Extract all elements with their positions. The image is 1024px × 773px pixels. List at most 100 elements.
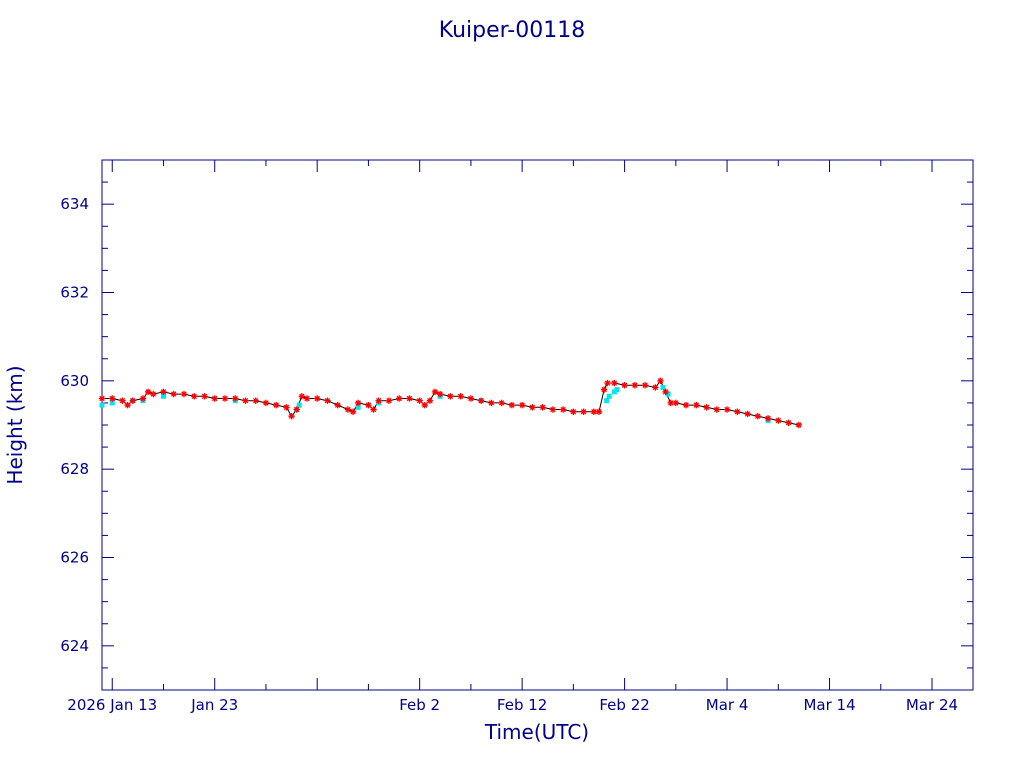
cyan-data-point: [606, 393, 612, 399]
star-marker: [590, 408, 598, 415]
star-marker-stroke: [222, 395, 228, 402]
star-marker: [604, 379, 611, 387]
x-axis-label: Time(UTC): [484, 720, 589, 744]
star-marker-stroke: [293, 406, 300, 413]
star-marker-stroke: [604, 380, 611, 386]
star-marker: [682, 401, 690, 409]
star-marker: [431, 388, 439, 396]
star-marker: [170, 390, 177, 398]
star-marker-stroke: [355, 400, 361, 406]
star-marker: [641, 382, 649, 389]
star-marker: [298, 393, 306, 400]
star-marker-stroke: [765, 415, 771, 422]
star-marker: [621, 382, 628, 389]
star-marker: [754, 412, 762, 420]
star-marker: [539, 404, 546, 411]
star-marker-stroke: [703, 404, 710, 411]
star-marker: [242, 397, 249, 404]
star-marker-stroke: [201, 393, 208, 400]
star-marker: [693, 401, 700, 409]
star-marker: [713, 406, 721, 413]
star-marker-stroke: [539, 404, 546, 411]
cyan-data-point: [355, 404, 361, 410]
star-marker: [303, 395, 311, 402]
star-marker: [488, 399, 495, 407]
star-marker: [334, 401, 341, 409]
star-marker: [288, 412, 295, 420]
star-marker: [529, 404, 536, 411]
y-tick-label: 632: [60, 284, 89, 302]
star-marker: [211, 395, 218, 402]
star-marker: [354, 399, 362, 407]
star-marker-stroke: [657, 378, 664, 384]
star-marker: [109, 395, 116, 402]
star-marker-stroke: [529, 404, 536, 411]
star-marker: [426, 397, 434, 404]
ticks-layer: 624 626 628 630 632 634 2026 Jan 13 Jan 23 Feb 2…: [60, 159, 973, 714]
star-marker-stroke: [406, 395, 413, 402]
star-marker: [775, 417, 782, 424]
chart-title: Kuiper-00118: [439, 18, 585, 43]
star-marker-stroke: [611, 380, 618, 386]
star-marker: [180, 390, 188, 398]
star-marker-stroke: [171, 391, 177, 397]
star-marker: [416, 397, 423, 404]
star-marker-stroke: [519, 402, 525, 408]
cyan-data-point: [614, 387, 620, 393]
star-marker-stroke: [416, 397, 423, 404]
star-marker-stroke: [334, 402, 341, 408]
star-marker-stroke: [591, 409, 597, 415]
star-marker: [549, 406, 557, 413]
star-marker-stroke: [457, 393, 464, 400]
star-marker-stroke: [570, 409, 577, 415]
cyan-data-point: [604, 398, 610, 404]
star-marker: [283, 404, 290, 411]
y-tick-label: 624: [60, 637, 89, 655]
star-marker-stroke: [437, 391, 443, 397]
star-marker: [144, 388, 152, 396]
cyan-data-point: [99, 402, 105, 408]
star-marker: [395, 395, 403, 402]
star-marker-stroke: [263, 400, 269, 406]
star-marker: [201, 393, 208, 400]
star-marker-stroke: [693, 402, 700, 408]
star-marker-stroke: [683, 402, 689, 408]
star-marker: [498, 399, 505, 407]
star-marker: [365, 401, 372, 409]
star-marker: [477, 397, 485, 404]
star-marker-stroke: [734, 409, 741, 415]
star-marker-stroke: [145, 389, 151, 395]
star-marker-stroke: [498, 400, 505, 406]
star-marker: [703, 404, 710, 411]
star-marker-stroke: [109, 395, 115, 402]
star-marker: [293, 406, 300, 413]
star-marker: [252, 397, 259, 404]
star-marker: [672, 399, 680, 407]
star-marker-stroke: [211, 395, 218, 402]
data-layer: [98, 377, 802, 429]
star-marker: [662, 388, 669, 396]
star-marker: [744, 410, 751, 418]
star-marker: [232, 395, 239, 402]
star-marker-stroke: [478, 397, 484, 404]
star-marker-stroke: [375, 397, 382, 404]
star-marker-stroke: [396, 395, 402, 402]
star-marker-stroke: [191, 393, 197, 400]
star-marker: [559, 406, 567, 413]
star-marker-stroke: [283, 404, 290, 411]
y-axis-label: Height (km): [3, 365, 27, 484]
star-marker: [764, 415, 772, 422]
star-marker: [324, 397, 331, 404]
star-marker-stroke: [299, 393, 305, 400]
y-tick-label: 634: [60, 195, 89, 213]
star-marker: [631, 382, 639, 389]
star-marker: [262, 399, 270, 407]
star-marker: [344, 406, 352, 413]
y-tick-label: 630: [60, 372, 89, 390]
star-marker: [795, 421, 802, 429]
star-marker: [191, 393, 198, 400]
star-marker: [734, 408, 741, 415]
star-marker-stroke: [304, 395, 310, 402]
x-tick-label: 2026 Jan 13: [67, 696, 157, 714]
